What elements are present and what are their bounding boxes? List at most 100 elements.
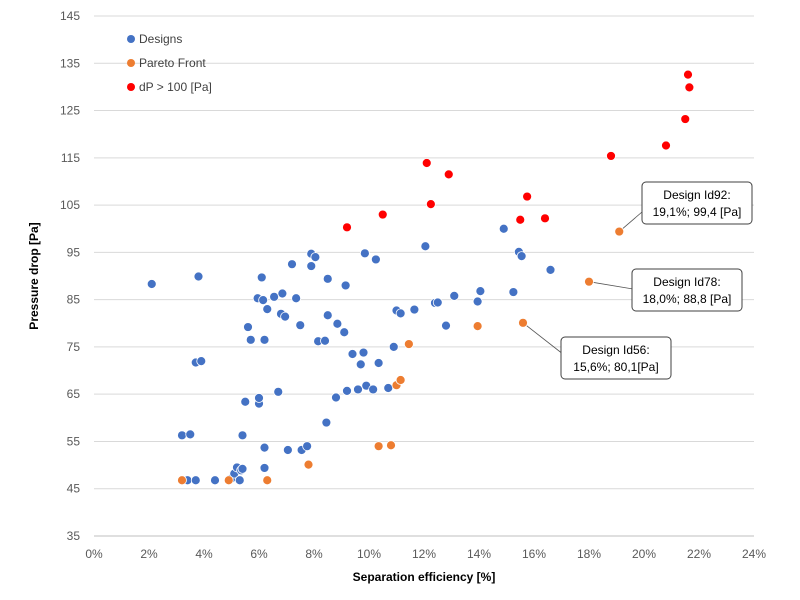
data-point [254,393,264,403]
data-point [522,191,533,202]
data-point [240,396,251,407]
x-axis-title: Separation efficiency [%] [353,570,496,584]
legend-item: dP > 100 [Pa] [127,80,212,94]
callout-title: Design Id56: [582,343,649,357]
data-point [395,375,406,385]
data-point [342,385,352,396]
data-point [518,317,528,328]
legend-item: Pareto Front [127,56,206,70]
data-point [373,441,384,452]
data-point [256,272,267,283]
data-point [614,226,625,237]
data-point [516,251,527,262]
data-point [508,287,519,297]
data-point [498,223,509,234]
x-tick-label: 12% [412,547,436,561]
y-tick-labels: 35 45 55 65 75 85 95 105 115 125 135 145 [60,9,80,543]
data-point [441,320,451,331]
y-tick-label: 115 [61,151,80,165]
callout-value: 19,1%; 99,4 [Pa] [653,205,742,219]
data-point [320,335,330,346]
data-point [291,293,302,304]
data-point [237,463,248,474]
data-point [684,82,695,93]
data-point [259,463,270,473]
legend-marker [127,59,135,67]
callout-title: Design Id92: [663,188,730,202]
data-point [177,430,187,441]
data-point [306,261,317,271]
callout-value: 18,0%; 88,8 [Pa] [643,292,732,306]
data-point [223,475,234,486]
callout-title: Design Id78: [653,275,720,289]
data-point [355,359,366,370]
y-tick-label: 55 [67,434,81,448]
data-point [358,347,369,358]
data-point [449,290,460,301]
data-point [339,327,350,338]
callout-frame [641,181,753,225]
y-tick-label: 35 [67,529,81,543]
data-point [331,392,341,403]
data-point [262,475,273,486]
data-point [680,114,691,124]
data-points [146,69,695,486]
data-point [606,151,616,161]
data-point [425,199,436,210]
data-point [310,252,321,262]
data-point [258,295,269,306]
data-point [370,254,381,265]
y-tick-label: 145 [60,9,80,23]
data-point [683,69,693,80]
legend-label: dP > 100 [Pa] [139,80,212,94]
y-tick-label: 125 [60,104,80,118]
data-point [302,441,313,452]
data-point [347,349,358,359]
data-point [193,271,204,282]
data-point [359,248,370,259]
legend-label: Designs [139,32,182,46]
data-point [245,334,256,345]
data-point [287,259,297,270]
data-point [146,279,157,289]
callout-frame [560,336,672,380]
legend-marker [127,83,135,91]
x-tick-label: 4% [195,547,213,561]
data-point [383,383,394,393]
data-point [545,264,556,275]
series-2 [342,69,695,233]
data-point [395,308,406,319]
data-point [420,241,431,252]
legend-marker [127,35,135,43]
data-point [277,288,288,299]
y-tick-label: 105 [60,198,80,212]
data-point [515,214,526,225]
x-tick-label: 2% [140,547,158,561]
data-point [340,280,351,291]
y-tick-label: 85 [67,293,81,307]
x-tick-label: 20% [632,547,656,561]
data-point [322,273,333,284]
data-point [443,169,454,180]
data-point [295,320,306,331]
legend: Designs Pareto Front dP > 100 [Pa] [127,32,212,94]
data-point [584,276,594,287]
y-tick-label: 45 [67,482,81,496]
data-point [475,286,486,297]
legend-item: Designs [127,32,182,46]
legend-label: Pareto Front [139,56,206,70]
data-point [540,213,550,224]
data-point [472,321,483,332]
data-point [243,322,253,332]
data-point [259,442,270,453]
data-point [377,209,388,220]
y-axis-title: Pressure drop [Pa] [27,222,41,329]
y-tick-label: 95 [67,245,81,259]
data-point [368,384,379,395]
data-point [432,297,443,308]
data-point [403,339,414,349]
data-point [259,334,270,345]
data-point [282,445,293,455]
